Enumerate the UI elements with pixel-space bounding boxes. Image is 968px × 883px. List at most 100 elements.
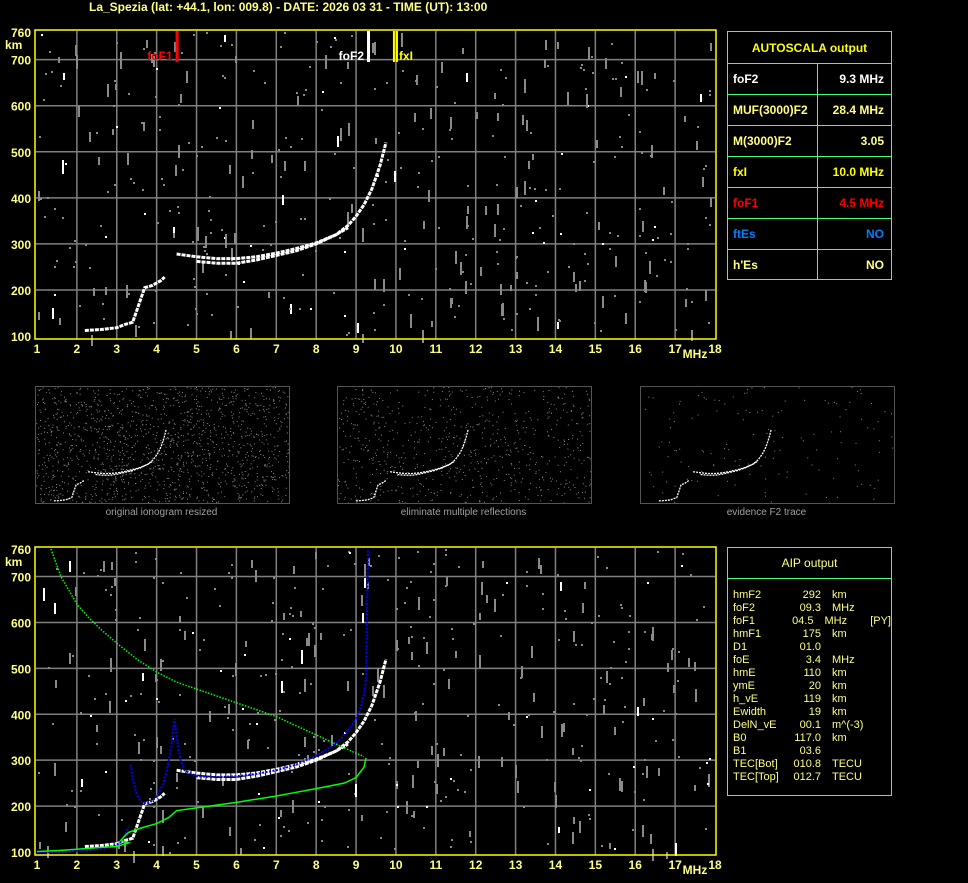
noise-echo (63, 73, 65, 80)
thumbnail-noise (125, 430, 127, 432)
noise-echo (697, 126, 699, 128)
thumbnail-noise (400, 487, 402, 489)
thumbnail-noise (169, 484, 171, 486)
thumbnail-noise (558, 396, 560, 398)
aip-row: hmE 110 km (728, 667, 891, 680)
thumbnail-noise (121, 468, 123, 470)
noise-echo (617, 235, 619, 237)
noise-echo (580, 67, 582, 69)
thumbnail-noise (547, 488, 549, 490)
thumbnail-noise (398, 412, 400, 414)
thumbnail-noise (40, 487, 42, 489)
thumbnail-noise (225, 474, 227, 476)
thumbnail-noise (90, 494, 92, 496)
thumbnail-noise (97, 404, 99, 406)
thumbnail-noise (590, 471, 592, 473)
thumbnail-noise (535, 473, 537, 475)
thumbnail-noise (209, 430, 211, 432)
thumbnail-noise (147, 388, 149, 390)
thumbnail-noise (225, 427, 227, 429)
thumbnail-noise (192, 451, 194, 453)
thumbnail-noise (555, 408, 557, 410)
thumbnail-noise (65, 398, 67, 400)
noise-echo (709, 758, 711, 760)
noise-echo (204, 250, 206, 252)
noise-echo (155, 674, 157, 682)
thumbnail-noise (246, 411, 248, 413)
thumbnail-noise (114, 465, 116, 467)
thumbnail-noise (205, 490, 207, 492)
echo-trace (176, 658, 388, 777)
thumbnail-noise (122, 474, 124, 476)
x-tick-label: 8 (313, 342, 320, 356)
noise-echo (194, 286, 196, 288)
thumbnail-noise (86, 430, 88, 432)
thumbnail-noise (441, 391, 443, 393)
thumbnail-noise (445, 436, 447, 438)
noise-echo (411, 815, 413, 817)
noise-echo (234, 233, 236, 244)
thumbnail-noise (69, 434, 71, 436)
thumbnail-noise (451, 456, 453, 458)
thumbnail-noise (216, 401, 218, 403)
thumbnail-noise (549, 477, 551, 479)
noise-echo (604, 699, 606, 701)
noise-echo (605, 58, 607, 69)
thumbnail-noise (95, 467, 97, 469)
thumbnail-noise (245, 435, 247, 437)
thumbnail-noise (271, 487, 273, 489)
thumbnail-noise (224, 480, 226, 482)
thumbnail-noise (513, 468, 515, 470)
thumbnail-noise (413, 441, 415, 443)
thumbnail-noise (117, 431, 119, 433)
aip-row: D1 01.0 (728, 641, 891, 654)
thumbnail-noise (186, 387, 188, 389)
noise-echo (100, 569, 102, 571)
aip-value: 3.4 (805, 654, 821, 666)
thumbnail-noise (203, 424, 205, 426)
thumbnail-noise (514, 489, 516, 491)
noise-echo (281, 659, 283, 661)
thumbnail-noise (137, 440, 139, 442)
noise-echo (417, 551, 419, 553)
aip-unit (832, 745, 882, 758)
noise-echo (610, 667, 612, 669)
thumbnail-noise (391, 489, 393, 491)
thumbnail-noise (567, 443, 569, 445)
noise-echo (135, 552, 137, 554)
thumbnail-noise (168, 477, 170, 479)
thumbnail-noise (161, 452, 163, 454)
thumbnail-noise (345, 447, 347, 449)
thumbnail-noise (473, 429, 475, 431)
thumbnail-noise (268, 450, 270, 452)
thumbnail-noise (534, 389, 536, 391)
thumbnail-noise (448, 465, 450, 467)
thumbnail-noise (95, 495, 97, 497)
thumbnail-noise (774, 450, 776, 452)
noise-echo (318, 801, 320, 803)
thumbnail-noise (445, 446, 447, 448)
thumbnail-noise (94, 396, 96, 398)
noise-echo (141, 122, 143, 124)
thumbnail-noise (475, 403, 477, 405)
noise-echo (494, 224, 496, 237)
noise-echo (508, 712, 510, 720)
thumbnail-noise (560, 417, 562, 419)
thumbnail-noise (381, 417, 383, 419)
thumbnail-noise (121, 428, 123, 430)
noise-echo (206, 293, 208, 295)
noise-echo (316, 41, 318, 43)
thumbnail-noise (196, 455, 198, 457)
thumbnail-noise (266, 464, 268, 466)
noise-echo (156, 68, 158, 70)
noise-echo (445, 554, 447, 556)
thumbnail-noise (180, 434, 182, 436)
thumbnail-noise (273, 488, 275, 490)
thumbnail-noise (516, 447, 518, 449)
thumbnail-noise (587, 405, 589, 407)
thumbnail-noise (510, 477, 512, 479)
thumbnail-noise (106, 458, 108, 460)
noise-echo (579, 281, 581, 291)
noise-echo (410, 581, 412, 583)
thumbnail-noise (165, 446, 167, 448)
